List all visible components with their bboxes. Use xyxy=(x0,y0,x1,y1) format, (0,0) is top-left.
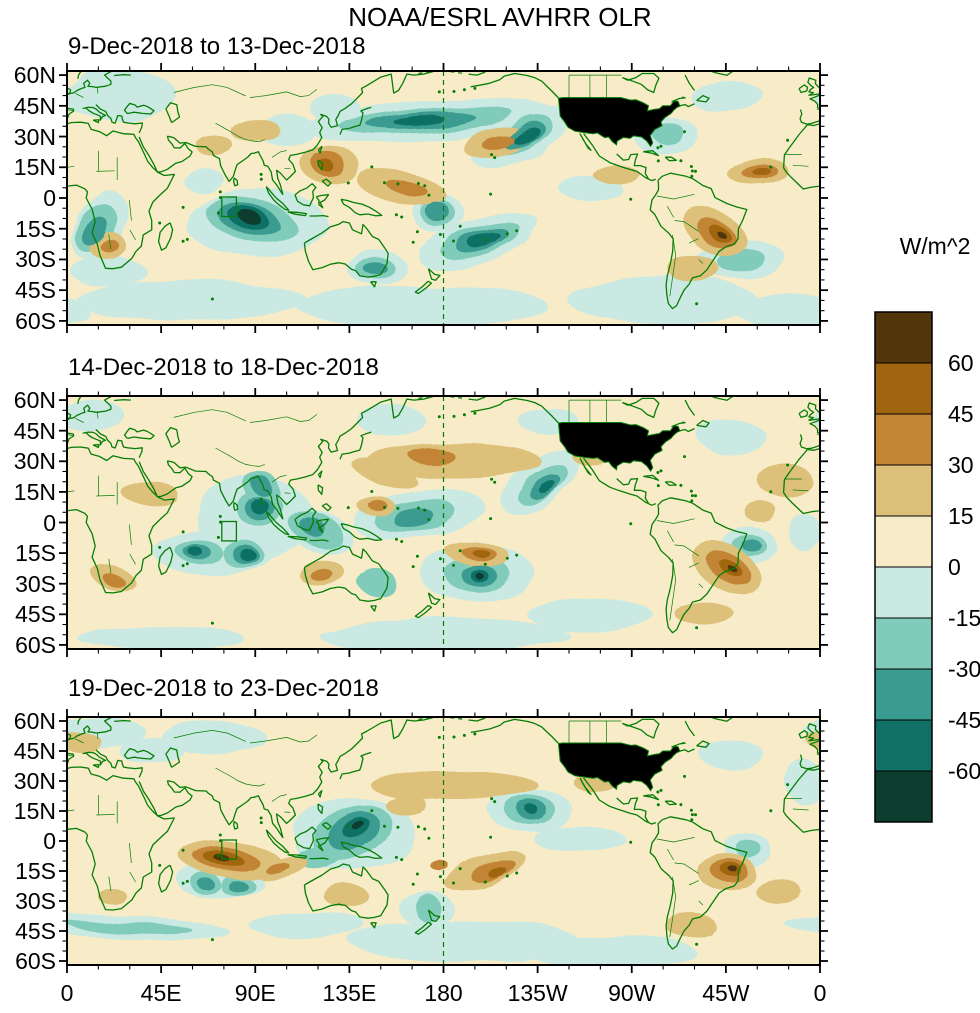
roi-box xyxy=(221,520,238,542)
y-tick-label: 60N xyxy=(13,708,56,734)
colorbar-tick-label: -45 xyxy=(948,707,980,733)
country-borders xyxy=(67,74,820,297)
panel-subtitle-3: 19-Dec-2018 to 23-Dec-2018 xyxy=(68,675,379,702)
y-tick-label: 60N xyxy=(13,62,56,89)
colorbar-tick-label: -60 xyxy=(948,758,980,784)
y-tick-label: 45S xyxy=(15,601,56,628)
colorbar-tick-label: 30 xyxy=(948,452,974,478)
x-tick-label: 90E xyxy=(234,980,276,1006)
x-tick-label: 45E xyxy=(140,980,182,1006)
country-borders xyxy=(67,720,820,938)
y-tick-label: 60S xyxy=(15,307,56,334)
y-tick-label: 45N xyxy=(13,738,56,764)
y-tick-label: 60N xyxy=(13,387,56,414)
y-tick-label: 30S xyxy=(15,246,56,273)
colorbar-tick-label: 45 xyxy=(948,401,974,427)
axis-ticks xyxy=(59,63,828,333)
usa-silhouette xyxy=(557,742,681,792)
y-tick-label: 30N xyxy=(13,768,56,794)
roi-box xyxy=(221,839,238,860)
x-tick-label: 135W xyxy=(507,980,568,1006)
island-dots xyxy=(158,411,790,630)
y-tick-label: 30N xyxy=(13,123,56,150)
y-tick-label: 15S xyxy=(15,540,56,567)
y-tick-label: 0 xyxy=(43,509,56,536)
map-panel-3 xyxy=(59,709,828,973)
panel-subtitle-1: 9-Dec-2018 to 13-Dec-2018 xyxy=(68,33,366,60)
y-tick-label: 15S xyxy=(15,858,56,884)
y-tick-label: 45S xyxy=(15,277,56,304)
y-tick-label: 0 xyxy=(43,828,56,854)
usa-silhouette xyxy=(557,97,681,148)
y-tick-label: 60S xyxy=(15,631,56,658)
y-tick-label: 45N xyxy=(13,92,56,119)
colorbar-tick-label: 15 xyxy=(948,503,974,529)
coastlines xyxy=(67,396,820,634)
x-tick-label: 180 xyxy=(424,980,463,1006)
anomaly-shading xyxy=(67,400,820,649)
y-tick-label: 15S xyxy=(15,215,56,242)
page-title: NOAA/ESRL AVHRR OLR xyxy=(348,2,652,32)
map-panel-1 xyxy=(59,63,828,333)
axis-ticks xyxy=(59,709,828,973)
x-tick-label: 0 xyxy=(60,980,74,1006)
colorbar-tick-label: -30 xyxy=(948,656,980,682)
map-panel-2 xyxy=(59,388,828,657)
y-tick-label: 15N xyxy=(13,154,56,181)
y-tick-label: 15N xyxy=(13,798,56,824)
y-tick-label: 0 xyxy=(43,185,56,211)
colorbar-tick-label: 60 xyxy=(948,350,974,376)
x-tick-label: 135E xyxy=(322,980,377,1006)
axis-ticks xyxy=(59,388,828,657)
colorbar xyxy=(874,311,933,823)
coastlines xyxy=(67,717,820,950)
y-tick-label: 30S xyxy=(15,888,56,914)
anomaly-shading xyxy=(67,717,820,965)
y-tick-label: 15N xyxy=(13,478,56,505)
x-tick-label: 90W xyxy=(608,980,656,1006)
y-tick-label: 30S xyxy=(15,570,56,597)
y-tick-label: 60S xyxy=(15,948,56,974)
roi-box xyxy=(221,196,238,218)
usa-silhouette xyxy=(557,422,681,473)
y-tick-label: 30N xyxy=(13,448,56,475)
colorbar-tick-label: -15 xyxy=(948,605,980,631)
x-tick-label: 45W xyxy=(702,980,750,1006)
island-dots xyxy=(158,86,790,306)
anomaly-shading xyxy=(67,71,820,325)
y-tick-label: 45S xyxy=(15,918,56,944)
panel-subtitle-2: 14-Dec-2018 to 18-Dec-2018 xyxy=(68,354,379,381)
x-tick-label: 0 xyxy=(813,980,827,1006)
colorbar-unit-label: W/m^2 xyxy=(899,233,971,259)
colorbar-tick-label: 0 xyxy=(948,554,961,580)
y-tick-label: 45N xyxy=(13,417,56,444)
